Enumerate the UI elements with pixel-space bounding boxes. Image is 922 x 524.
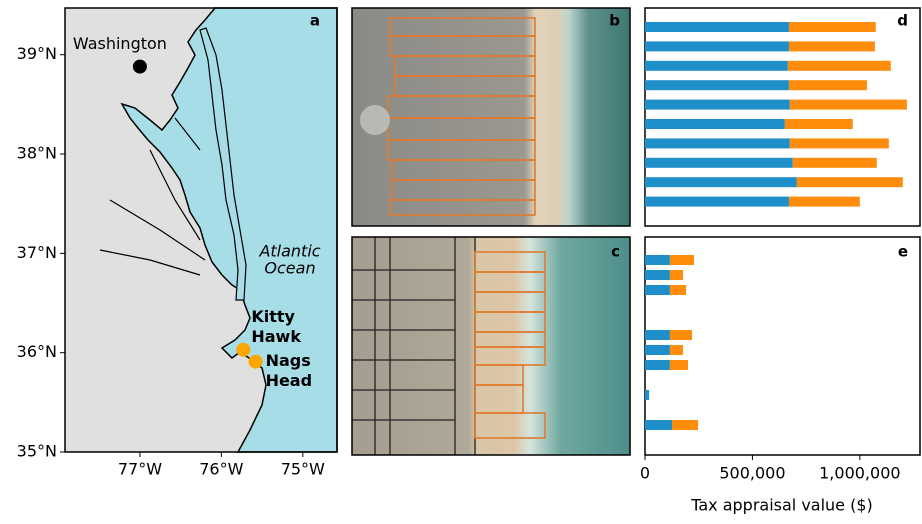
location-marker <box>249 355 263 369</box>
y-tick-label: 36°N <box>17 342 57 361</box>
bar-segment <box>645 158 793 168</box>
photo <box>352 8 630 226</box>
bar-segment <box>645 390 649 400</box>
bar-segment <box>797 177 903 187</box>
aerial-b: b <box>352 8 630 226</box>
bar-segment <box>670 255 694 265</box>
bar-segment <box>670 330 692 340</box>
bar-segment <box>645 41 789 51</box>
location-label: Washington <box>73 34 167 53</box>
bar-segment <box>790 100 907 110</box>
panel-letter: e <box>898 243 908 261</box>
bar-segment <box>645 330 670 340</box>
bar-segment <box>789 197 860 207</box>
bar-segment <box>645 138 790 148</box>
x-tick-label: 77°W <box>118 460 162 479</box>
x-tick-label: 76°W <box>199 460 243 479</box>
bar-segment <box>670 360 688 370</box>
location-label: Nags <box>266 351 311 370</box>
location-marker <box>236 343 250 357</box>
location-marker <box>133 60 147 74</box>
bar-segment <box>672 420 698 430</box>
panel-letter: c <box>611 243 620 261</box>
bar-segment <box>789 80 867 90</box>
bar-segment <box>645 360 670 370</box>
bar-segment <box>645 345 670 355</box>
bar-segment <box>670 270 683 280</box>
x-tick-label: 0 <box>640 464 650 483</box>
cul-de-sac <box>360 105 390 135</box>
y-tick-label: 39°N <box>17 44 57 63</box>
panel-letter: b <box>609 12 620 30</box>
bar-segment <box>645 100 790 110</box>
bar-segment <box>645 285 670 295</box>
aerial-c: c <box>352 237 630 455</box>
ocean-label: Ocean <box>264 259 315 278</box>
bar-segment <box>645 270 670 280</box>
bar-segment <box>670 345 683 355</box>
bar-segment <box>793 158 877 168</box>
bar-segment <box>645 420 672 430</box>
bar-segment <box>670 285 686 295</box>
bar-segment <box>789 41 875 51</box>
bar-segment <box>645 119 785 129</box>
location-label: Head <box>266 371 313 390</box>
bar-segment <box>790 138 889 148</box>
bar-segment <box>645 255 670 265</box>
x-tick-label: 500,000 <box>719 464 785 483</box>
panel-letter: a <box>310 12 320 30</box>
x-axis-label: Tax appraisal value ($) <box>690 496 873 515</box>
bar-segment <box>785 119 853 129</box>
location-label: Hawk <box>251 327 301 346</box>
bar-segment <box>645 80 789 90</box>
panel-letter: d <box>897 12 908 30</box>
figure: a b c d e Tax appraisal value ($) 77°W 76… <box>0 0 922 520</box>
x-tick-label: 1,000,000 <box>819 464 900 483</box>
bar-segment <box>645 177 797 187</box>
y-tick-label: 35°N <box>17 442 57 461</box>
bar-segment <box>645 22 789 32</box>
bar-segment <box>645 61 788 71</box>
bar-segment <box>789 22 876 32</box>
panel-frame <box>645 8 920 226</box>
bar-segment <box>788 61 891 71</box>
location-label: Kitty <box>251 307 295 326</box>
y-tick-label: 37°N <box>17 243 57 262</box>
bar-segment <box>645 197 789 207</box>
y-tick-label: 38°N <box>17 144 57 163</box>
x-tick-label: 75°W <box>281 460 325 479</box>
